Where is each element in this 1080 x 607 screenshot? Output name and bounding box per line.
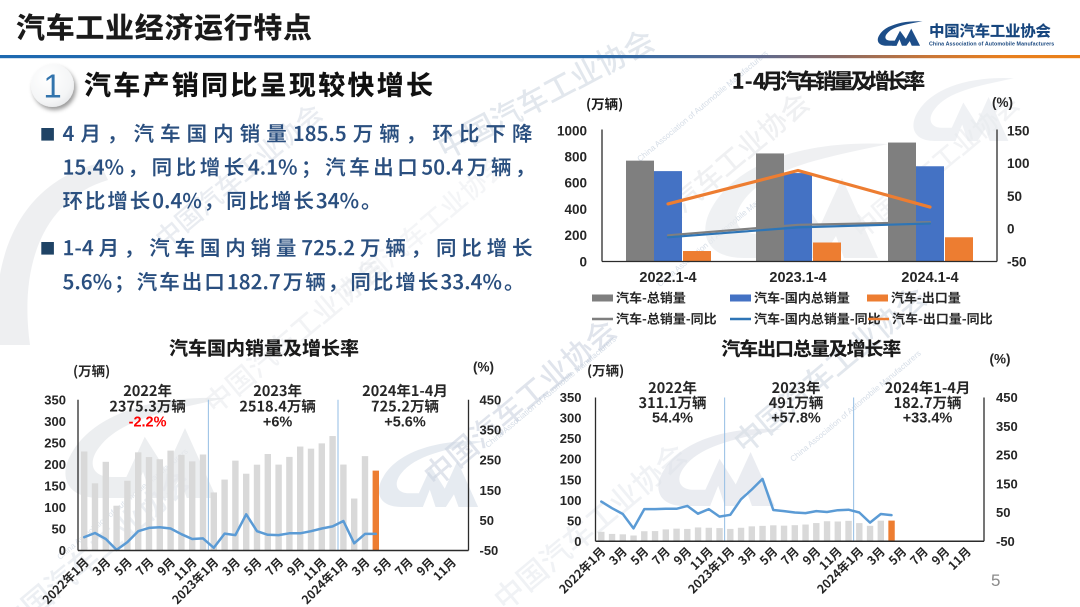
svg-text:50: 50: [996, 505, 1010, 520]
svg-text:50: 50: [52, 522, 66, 537]
svg-text:50: 50: [1007, 189, 1022, 204]
svg-text:100: 100: [44, 500, 66, 515]
svg-text:100: 100: [560, 493, 582, 508]
svg-text:300: 300: [560, 411, 582, 426]
svg-text:450: 450: [996, 390, 1018, 405]
svg-text:+57.8%: +57.8%: [771, 411, 821, 427]
svg-text:350: 350: [44, 392, 66, 407]
svg-text:China Association of Automobil: China Association of Automobile Manufact…: [929, 41, 1054, 47]
svg-text:(%): (%): [992, 95, 1013, 110]
svg-text:50: 50: [480, 513, 494, 528]
svg-text:(%): (%): [990, 352, 1011, 367]
svg-text:-2.2%: -2.2%: [129, 415, 167, 431]
svg-text:0: 0: [1007, 222, 1015, 237]
svg-text:0: 0: [59, 543, 66, 558]
svg-text:150: 150: [996, 476, 1018, 491]
svg-text:150: 150: [44, 479, 66, 494]
svg-text:100: 100: [1007, 156, 1030, 171]
svg-text:0: 0: [579, 254, 587, 269]
svg-text:200: 200: [564, 228, 587, 243]
svg-text:2024.1-4: 2024.1-4: [901, 270, 958, 286]
svg-text:150: 150: [480, 483, 502, 498]
svg-text:250: 250: [44, 436, 66, 451]
svg-text:200: 200: [560, 452, 582, 467]
svg-text:600: 600: [564, 176, 587, 191]
svg-text:+33.4%: +33.4%: [903, 411, 953, 427]
svg-text:+5.6%: +5.6%: [384, 415, 426, 431]
svg-text:450: 450: [480, 392, 502, 407]
svg-text:1: 1: [43, 68, 61, 105]
svg-text:250: 250: [480, 453, 502, 468]
svg-text:0: 0: [574, 534, 581, 549]
svg-text:-50: -50: [1007, 254, 1027, 269]
svg-text:5: 5: [991, 571, 1000, 590]
svg-text:250: 250: [996, 448, 1018, 463]
svg-text:-50: -50: [996, 534, 1015, 549]
svg-text:800: 800: [564, 150, 587, 165]
svg-text:400: 400: [564, 202, 587, 217]
svg-text:150: 150: [1007, 123, 1030, 138]
svg-text:(%): (%): [473, 360, 494, 375]
svg-text:200: 200: [44, 457, 66, 472]
svg-text:350: 350: [996, 419, 1018, 434]
svg-text:2023.1-4: 2023.1-4: [769, 270, 826, 286]
svg-text:54.4%: 54.4%: [652, 411, 693, 427]
svg-text:250: 250: [560, 431, 582, 446]
svg-text:350: 350: [560, 390, 582, 405]
svg-text:2022.1-4: 2022.1-4: [639, 270, 696, 286]
svg-text:50: 50: [567, 513, 581, 528]
svg-text:-50: -50: [480, 543, 499, 558]
svg-text:1000: 1000: [557, 123, 587, 138]
svg-text:300: 300: [44, 414, 66, 429]
svg-text:+6%: +6%: [263, 415, 293, 431]
svg-text:150: 150: [560, 472, 582, 487]
svg-text:350: 350: [480, 423, 502, 438]
